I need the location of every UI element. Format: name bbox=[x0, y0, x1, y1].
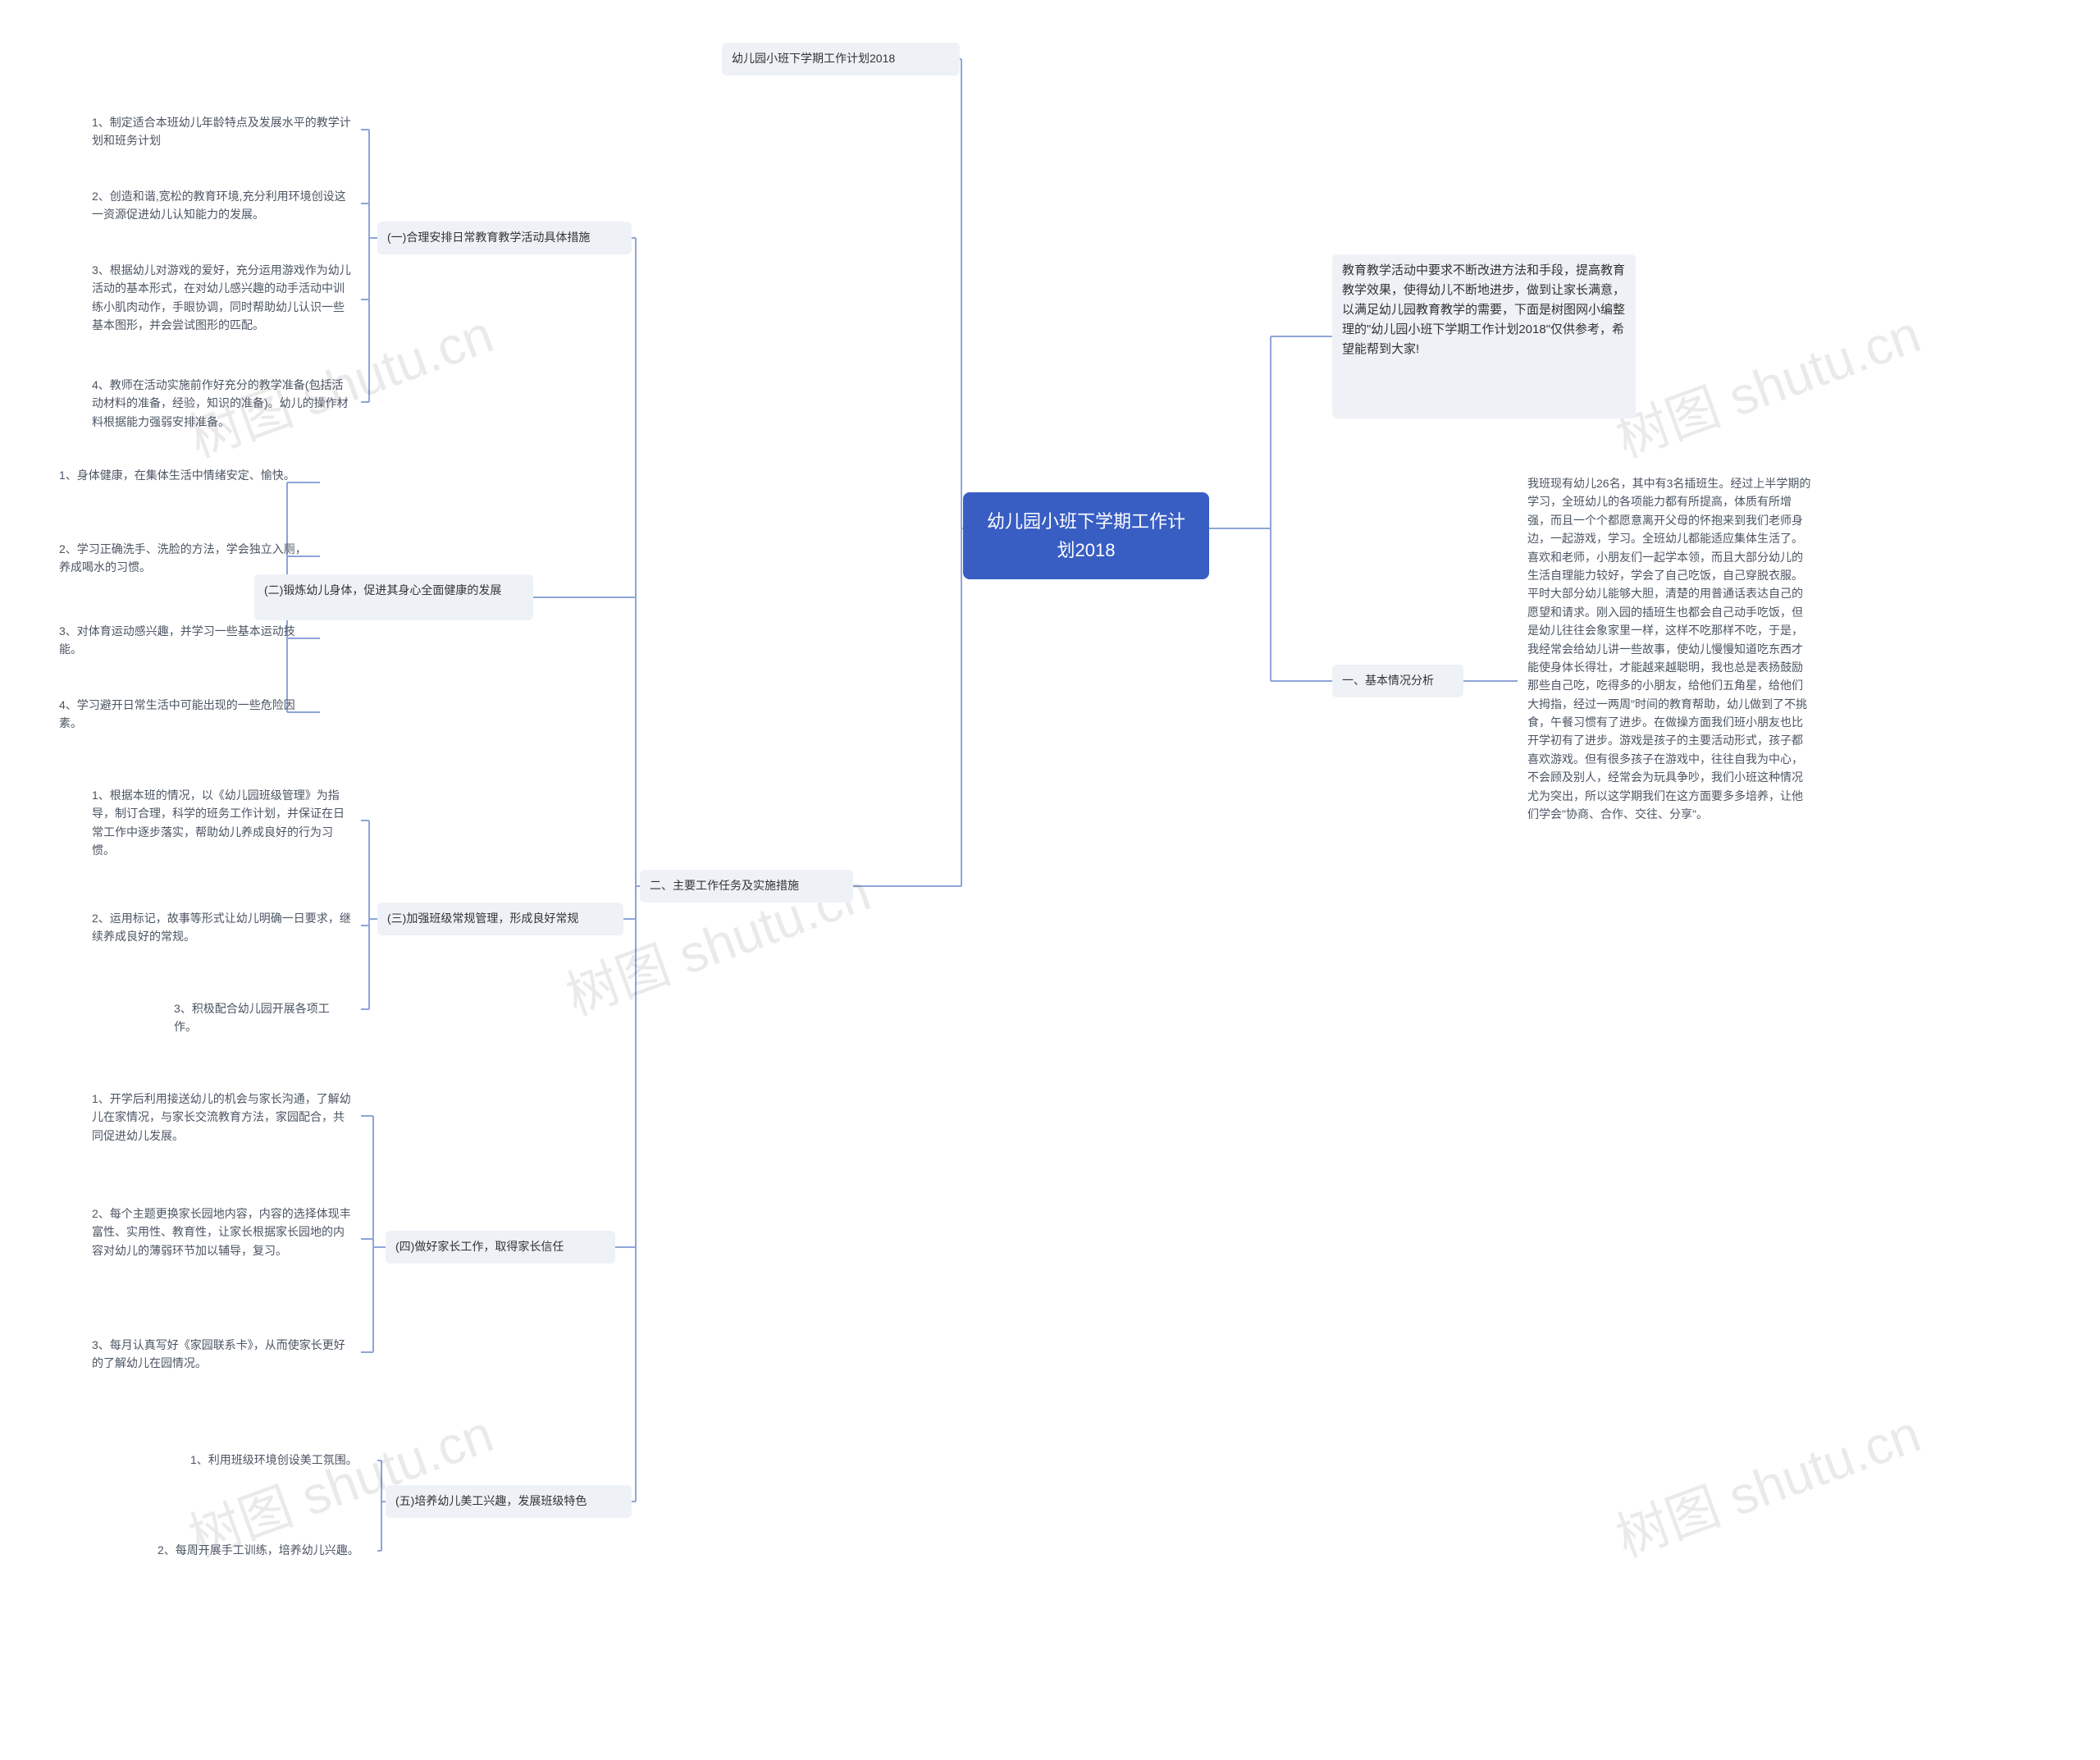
right-child-1: 一、基本情况分析 bbox=[1332, 665, 1463, 697]
group-0-leaf-2: 3、根据幼儿对游戏的爱好，充分运用游戏作为幼儿活动的基本形式，在对幼儿感兴趣的动… bbox=[82, 254, 361, 345]
right-child-1-leaf-0: 我班现有幼儿26名，其中有3名插班生。经过上半学期的学习，全班幼儿的各项能力都有… bbox=[1518, 468, 1821, 894]
group-2-leaf-0: 1、根据本班的情况，以《幼儿园班级管理》为指导，制订合理，科学的班务工作计划，并… bbox=[82, 779, 361, 866]
group-3-leaf-2: 3、每月认真写好《家园联系卡》，从而使家长更好的了解幼儿在园情况。 bbox=[82, 1329, 361, 1379]
watermark: 树图 shutu.cn bbox=[1605, 1392, 1929, 1571]
watermark: 树图 shutu.cn bbox=[1605, 292, 1929, 472]
root-node: 幼儿园小班下学期工作计划2018 bbox=[963, 492, 1209, 579]
group-2-leaf-2: 3、积极配合幼儿园开展各项工作。 bbox=[164, 993, 361, 1043]
group-1-leaf-3: 4、学习避开日常生活中可能出现的一些危险因素。 bbox=[49, 689, 320, 739]
group-2-leaf-1: 2、运用标记，故事等形式让幼儿明确一日要求，继续养成良好的常规。 bbox=[82, 903, 361, 953]
group-3-leaf-1: 2、每个主题更换家长园地内容，内容的选择体现丰富性、实用性、教育性，让家长根据家… bbox=[82, 1198, 361, 1280]
group-3: (四)做好家长工作，取得家长信任 bbox=[386, 1231, 615, 1264]
group-3-leaf-0: 1、开学后利用接送幼儿的机会与家长沟通，了解幼儿在家情况，与家长交流教育方法，家… bbox=[82, 1083, 361, 1151]
right-child-0: 教育教学活动中要求不断改进方法和手段，提高教育教学效果，使得幼儿不断地进步，做到… bbox=[1332, 254, 1636, 418]
left-top-node: 幼儿园小班下学期工作计划2018 bbox=[722, 43, 960, 75]
group-2: (三)加强班级常规管理，形成良好常规 bbox=[377, 903, 623, 935]
group-1-leaf-2: 3、对体育运动感兴趣，并学习一些基本运动技能。 bbox=[49, 615, 320, 665]
group-0-leaf-0: 1、制定适合本班幼儿年龄特点及发展水平的教学计划和班务计划 bbox=[82, 107, 361, 157]
group-0-leaf-1: 2、创造和谐,宽松的教育环境,充分利用环境创设这一资源促进幼儿认知能力的发展。 bbox=[82, 181, 361, 231]
group-0: (一)合理安排日常教育教学活动具体措施 bbox=[377, 222, 632, 254]
group-1-leaf-0: 1、身体健康，在集体生活中情绪安定、愉快。 bbox=[49, 459, 320, 505]
group-4: (五)培养幼儿美工兴趣，发展班级特色 bbox=[386, 1485, 632, 1518]
group-1-leaf-1: 2、学习正确洗手、洗脸的方法，学会独立入厕，养成喝水的习惯。 bbox=[49, 533, 320, 583]
group-0-leaf-3: 4、教师在活动实施前作好充分的教学准备(包括活动材料的准备，经验，知识的准备)。… bbox=[82, 369, 361, 437]
group-4-leaf-0: 1、利用班级环境创设美工氛围。 bbox=[180, 1444, 377, 1477]
mindmap-canvas: 树图 shutu.cn树图 shutu.cn树图 shutu.cn树图 shut… bbox=[0, 0, 2100, 1760]
left-main-node: 二、主要工作任务及实施措施 bbox=[640, 870, 853, 903]
group-4-leaf-1: 2、每周开展手工训练，培养幼儿兴趣。 bbox=[148, 1534, 377, 1567]
